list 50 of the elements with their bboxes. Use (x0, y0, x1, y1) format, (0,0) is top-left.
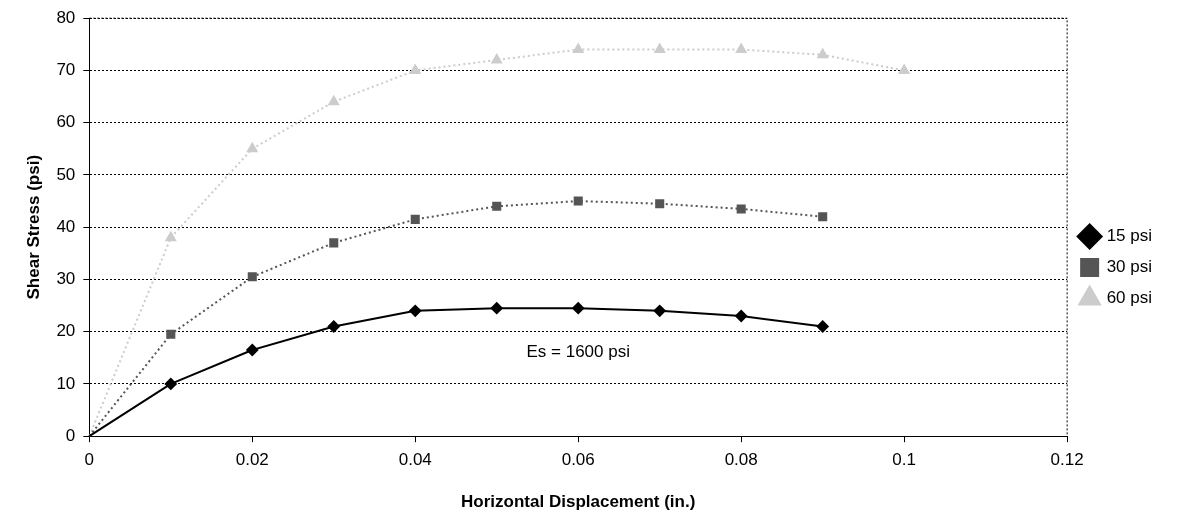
y-tick-label: 70 (56, 60, 76, 80)
point (818, 212, 828, 222)
y-tick-label: 60 (56, 112, 76, 132)
point (409, 304, 422, 317)
point (735, 43, 747, 54)
y-axis-title: Shear Stress (psi) (23, 154, 43, 300)
point (816, 320, 829, 333)
point (409, 64, 421, 74)
x-tick-label: 0 (84, 450, 95, 470)
point (490, 302, 503, 315)
x-tick-label: 0.06 (561, 450, 595, 470)
y-tick-label: 0 (65, 425, 76, 445)
point (573, 196, 583, 206)
annotation: Es = 1600 psi (526, 342, 630, 362)
y-tick-label: 10 (56, 373, 76, 393)
point (655, 199, 665, 209)
x-tick-label: 0.08 (724, 450, 758, 470)
point (164, 377, 177, 390)
point (246, 142, 258, 153)
y-tick-label: 80 (56, 7, 76, 27)
point (246, 343, 259, 356)
legend-label: 15 psi (1106, 226, 1153, 246)
point (572, 302, 585, 315)
legend-label: 30 psi (1106, 257, 1153, 277)
point (247, 272, 257, 282)
point (327, 320, 340, 333)
point (410, 214, 420, 224)
x-tick-label: 0.04 (398, 450, 432, 470)
x-axis-title: Horizontal Displacement (in.) (461, 492, 696, 512)
point (329, 238, 339, 248)
point (166, 329, 176, 339)
y-tick-label: 50 (56, 164, 76, 184)
y-tick-label: 20 (56, 321, 76, 341)
point (492, 201, 502, 211)
point (735, 310, 748, 323)
x-tick-label: 0.02 (235, 450, 269, 470)
legend-label: 60 psi (1106, 288, 1153, 308)
x-tick-label: 0.12 (1050, 450, 1084, 470)
point (898, 64, 910, 74)
point (654, 43, 666, 54)
y-tick-label: 40 (56, 216, 76, 236)
point (572, 43, 584, 54)
point (653, 304, 666, 317)
point (328, 95, 340, 106)
y-tick-label: 30 (56, 269, 76, 289)
point (817, 48, 829, 59)
point (736, 204, 746, 214)
point (165, 231, 177, 242)
x-tick-label: 0.1 (892, 450, 916, 470)
point (491, 54, 503, 64)
